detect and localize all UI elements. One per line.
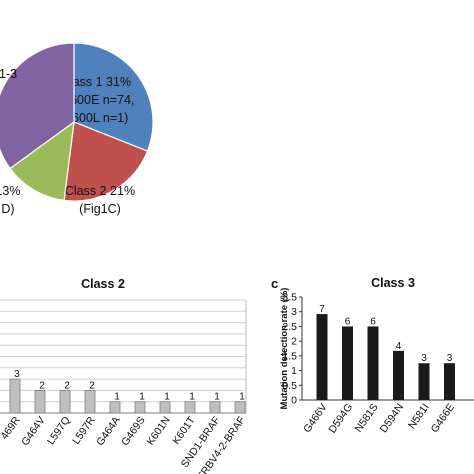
- pie-label-class1: V600L n=1): [64, 111, 129, 125]
- class2-category-label: G464V: [19, 414, 48, 448]
- pie-chart: Class 1 31% (V600E n=74, V600L n=1) Class 2…: [0, 42, 154, 216]
- class2-bar: [59, 389, 71, 414]
- pie-slice-other: [0, 42, 75, 170]
- class2-bar-chart: Class 23469R2G464V2L597Q2L597R1G464A1G46…: [0, 277, 248, 474]
- class2-bar: [84, 389, 96, 414]
- class3-title: Class 3: [371, 276, 415, 290]
- class2-bar: [209, 401, 221, 414]
- class2-data-label: 1: [239, 392, 245, 403]
- pie-label-class2: Class 2 21%: [65, 184, 135, 198]
- class3-data-label: 6: [345, 316, 351, 327]
- class2-bar: [109, 401, 121, 414]
- class2-category-label: L597Q: [45, 414, 73, 447]
- pie-slice-class3: [9, 120, 75, 202]
- class3-data-label: 7: [319, 304, 325, 315]
- pie-slice-class2: [63, 121, 149, 202]
- class2-category-label: G469S: [119, 414, 148, 448]
- class2-data-label: 1: [189, 392, 195, 403]
- class3-category-label: D594G: [326, 401, 355, 435]
- class2-data-label: 2: [39, 380, 45, 391]
- class2-data-label: 1: [164, 392, 170, 403]
- class2-bar: [234, 401, 246, 414]
- class2-bar: [9, 378, 21, 414]
- class3-y-tick-label: 0.5: [282, 380, 297, 392]
- pie-label-other: 1-3: [0, 67, 17, 81]
- class3-data-label: 4: [396, 341, 402, 352]
- pie-label-class1: Class 1 31%: [61, 75, 131, 89]
- class3-data-label: 3: [447, 353, 453, 364]
- class3-data-label: 6: [370, 316, 376, 327]
- class2-data-label: 1: [139, 392, 145, 403]
- panel-letter-c: c: [271, 276, 278, 291]
- class2-data-label: 1: [114, 392, 120, 403]
- class3-category-label: D594N: [378, 401, 407, 435]
- class3-bar-chart: c Class 3 Mutation detection rate (%) 0 0.5 1…: [271, 276, 474, 436]
- class2-data-label: 3: [14, 369, 20, 380]
- class3-y-tick-label: 1: [291, 365, 297, 377]
- pie-label-class2: (Fig1C): [79, 202, 121, 216]
- pie-label-class3: D): [1, 202, 14, 216]
- class2-data-label: 1: [214, 392, 220, 403]
- class3-y-tick-label: 1.5: [282, 350, 297, 362]
- class3-y-tick-label: 0: [291, 395, 297, 407]
- class3-bar: [393, 350, 404, 400]
- class3-category-label: G466V: [301, 401, 330, 435]
- pie-label-class3: 13%: [0, 184, 21, 198]
- class2-category-label: G464A: [94, 414, 123, 448]
- class2-bar: [159, 401, 171, 414]
- pie-label-class1: (V600E n=74,: [58, 93, 135, 107]
- class3-bar: [418, 363, 430, 400]
- class3-bar: [367, 326, 379, 400]
- class2-title: Class 2: [81, 277, 125, 291]
- class3-y-axis-label: Mutation detection rate (%): [279, 288, 290, 410]
- class3-category-label: G466E: [429, 401, 458, 435]
- class2-data-label: 2: [89, 380, 95, 391]
- class3-category-label: N581I: [406, 401, 432, 431]
- class3-y-tick-label: 2: [291, 336, 297, 348]
- class3-data-label: 3: [421, 353, 427, 364]
- class2-bar: [34, 389, 46, 414]
- class3-bar: [316, 314, 328, 400]
- class2-bar: [184, 401, 196, 414]
- class3-category-label: N581S: [352, 401, 380, 434]
- class2-bar: [134, 401, 146, 414]
- class3-y-tick-label: 2.5: [282, 321, 297, 333]
- class3-y-tick-label: 3.5: [282, 292, 297, 304]
- class3-bar: [342, 326, 353, 400]
- class3-bar: [444, 363, 455, 400]
- class3-y-tick-label: 3: [291, 306, 297, 318]
- class2-data-label: 2: [64, 380, 70, 391]
- pie-slice-class1: [73, 42, 154, 152]
- class2-category-label: 469R: [0, 414, 23, 442]
- class2-category-label: K601N: [144, 414, 172, 447]
